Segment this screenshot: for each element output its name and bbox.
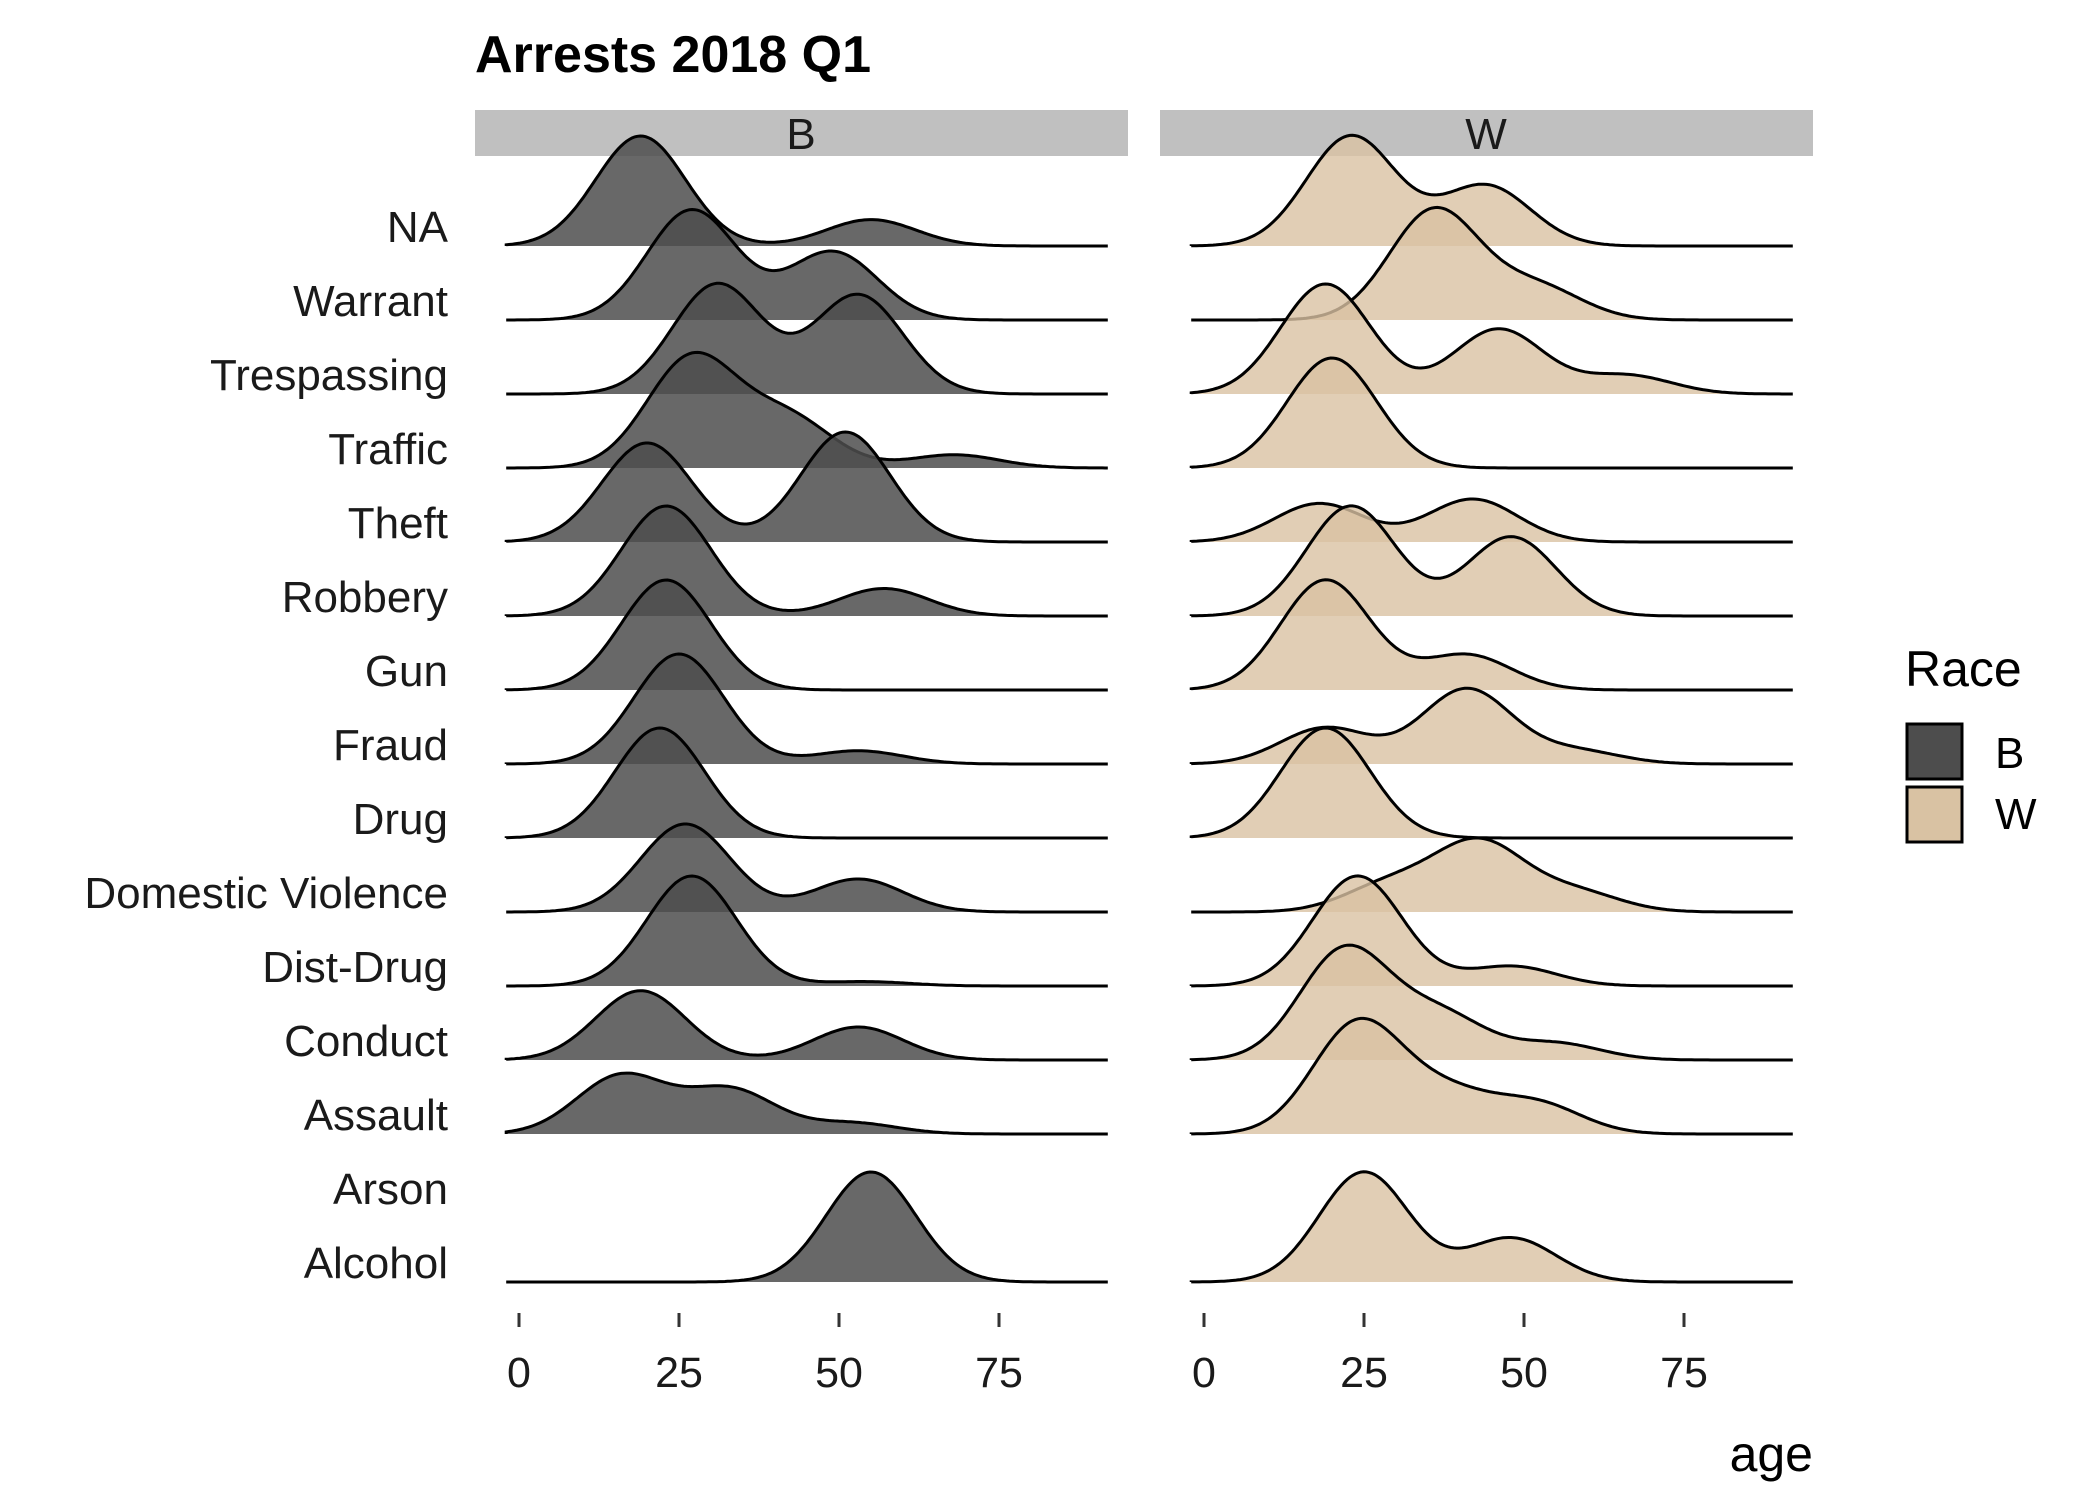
- ridge-line-b-alcohol: [506, 1170, 1108, 1284]
- y-label-fraud: Fraud: [333, 721, 448, 770]
- facet-strip-w: [1160, 110, 1813, 156]
- y-label-theft: Theft: [348, 499, 448, 548]
- ridge-line-w-drug: [1189, 726, 1793, 840]
- ridge-area-w-theft: [1191, 499, 1793, 542]
- y-label-gun: Gun: [365, 647, 448, 696]
- ridge-line-w-robbery: [1189, 504, 1793, 618]
- y-label-conduct: Conduct: [284, 1017, 448, 1066]
- ridge-area-b-alcohol: [506, 1172, 1108, 1282]
- y-label-domestic-violence: Domestic Violence: [84, 869, 448, 918]
- y-axis-labels: NA Warrant Trespassing Traffic Theft Robbery G…: [84, 203, 448, 1288]
- ridge-line-b-gun: [504, 578, 1108, 692]
- chart-title: Arrests 2018 Q1: [475, 26, 871, 84]
- ridge-area-w-warrant: [1191, 207, 1793, 320]
- facet-panel-b: B 0 25 50 75: [475, 110, 1128, 1397]
- x-tick-label-w-75: 75: [1660, 1349, 1708, 1397]
- ridge-area-w-traffic: [1191, 358, 1793, 468]
- ridge-area-b-dist-drug: [506, 876, 1108, 986]
- ridge-area-b-traffic: [506, 352, 1108, 468]
- y-label-drug: Drug: [353, 795, 448, 844]
- x-axis-w: 0 25 50 75: [1192, 1313, 1708, 1397]
- legend-title: Race: [1905, 641, 2022, 697]
- ridge-area-b-na: [506, 136, 1108, 246]
- ridge-line-b-na: [504, 134, 1108, 248]
- facet-strip-b: [475, 110, 1128, 156]
- ridge-line-w-alcohol: [1189, 1170, 1793, 1284]
- ridge-area-w-gun: [1191, 579, 1793, 690]
- x-tick-label-b-25: 25: [655, 1349, 703, 1397]
- ridge-line-w-na: [1189, 133, 1793, 248]
- ridge-line-w-conduct: [1189, 943, 1793, 1062]
- ridge-line-b-fraud: [504, 652, 1108, 766]
- ridge-line-w-dist-drug: [1189, 874, 1793, 988]
- legend-label-b: B: [1995, 729, 2024, 778]
- y-label-dist-drug: Dist-Drug: [262, 943, 448, 992]
- y-label-robbery: Robbery: [282, 573, 448, 622]
- legend-label-w: W: [1995, 790, 2037, 839]
- x-axis-b: 0 25 50 75: [507, 1313, 1023, 1397]
- x-tick-label-w-50: 50: [1500, 1349, 1548, 1397]
- ridges-w: [1189, 133, 1793, 1284]
- y-label-na: NA: [387, 203, 449, 252]
- legend-swatch-w: [1905, 785, 1964, 844]
- ridge-line-w-theft: [1189, 497, 1793, 544]
- ridge-area-b-gun: [506, 580, 1108, 690]
- ridge-area-w-domestic-violence: [1191, 838, 1793, 912]
- ridge-line-b-trespassing: [506, 281, 1108, 396]
- x-axis-title: age: [1730, 1426, 1813, 1482]
- ridge-line-b-theft: [504, 430, 1108, 544]
- x-tick-label-b-50: 50: [815, 1349, 863, 1397]
- y-label-assault: Assault: [304, 1091, 448, 1140]
- ridge-line-b-drug: [504, 726, 1108, 840]
- ridge-line-w-assault: [1189, 1016, 1793, 1136]
- ridge-line-b-assault: [504, 1071, 1108, 1136]
- ridge-area-b-drug: [506, 728, 1108, 838]
- ridges-b: [504, 134, 1108, 1284]
- ridge-area-b-warrant: [506, 209, 1108, 320]
- ridge-area-w-na: [1191, 135, 1793, 246]
- facet-panel-w: W 0 25 50 75: [1160, 110, 1813, 1397]
- ridge-line-w-domestic-violence: [1191, 836, 1793, 914]
- ridge-area-w-alcohol: [1191, 1171, 1793, 1282]
- ridge-line-w-gun: [1189, 578, 1793, 692]
- ridge-line-w-traffic: [1189, 356, 1793, 470]
- ridge-line-b-traffic: [506, 350, 1108, 470]
- facet-strip-label-b: B: [786, 110, 815, 159]
- y-label-trespassing: Trespassing: [210, 351, 448, 400]
- x-tick-label-w-0: 0: [1192, 1349, 1216, 1397]
- ridge-line-b-dist-drug: [506, 874, 1108, 988]
- ridge-line-w-trespassing: [1189, 282, 1793, 396]
- legend: Race B W: [1905, 641, 2037, 844]
- ridge-line-b-robbery: [504, 504, 1108, 618]
- ridge-line-b-conduct: [504, 989, 1108, 1062]
- ridge-area-w-drug: [1191, 728, 1793, 838]
- ridge-line-b-warrant: [506, 207, 1108, 322]
- x-tick-label-b-0: 0: [507, 1349, 531, 1397]
- y-label-arson: Arson: [333, 1165, 448, 1214]
- ridge-line-b-domestic-violence: [506, 822, 1108, 914]
- facet-strip-label-w: W: [1465, 110, 1507, 159]
- y-label-traffic: Traffic: [328, 425, 448, 474]
- x-tick-label-b-75: 75: [975, 1349, 1023, 1397]
- ridge-area-b-conduct: [506, 990, 1108, 1060]
- x-tick-label-w-25: 25: [1340, 1349, 1388, 1397]
- y-label-alcohol: Alcohol: [304, 1239, 448, 1288]
- ridge-area-w-assault: [1191, 1018, 1793, 1134]
- y-label-warrant: Warrant: [293, 277, 448, 326]
- ridge-area-b-domestic-violence: [506, 824, 1108, 912]
- ridge-area-b-assault: [506, 1073, 1108, 1134]
- ridge-line-w-fraud: [1189, 686, 1793, 766]
- legend-swatch-b: [1905, 722, 1964, 781]
- ridge-area-b-trespassing: [506, 283, 1108, 394]
